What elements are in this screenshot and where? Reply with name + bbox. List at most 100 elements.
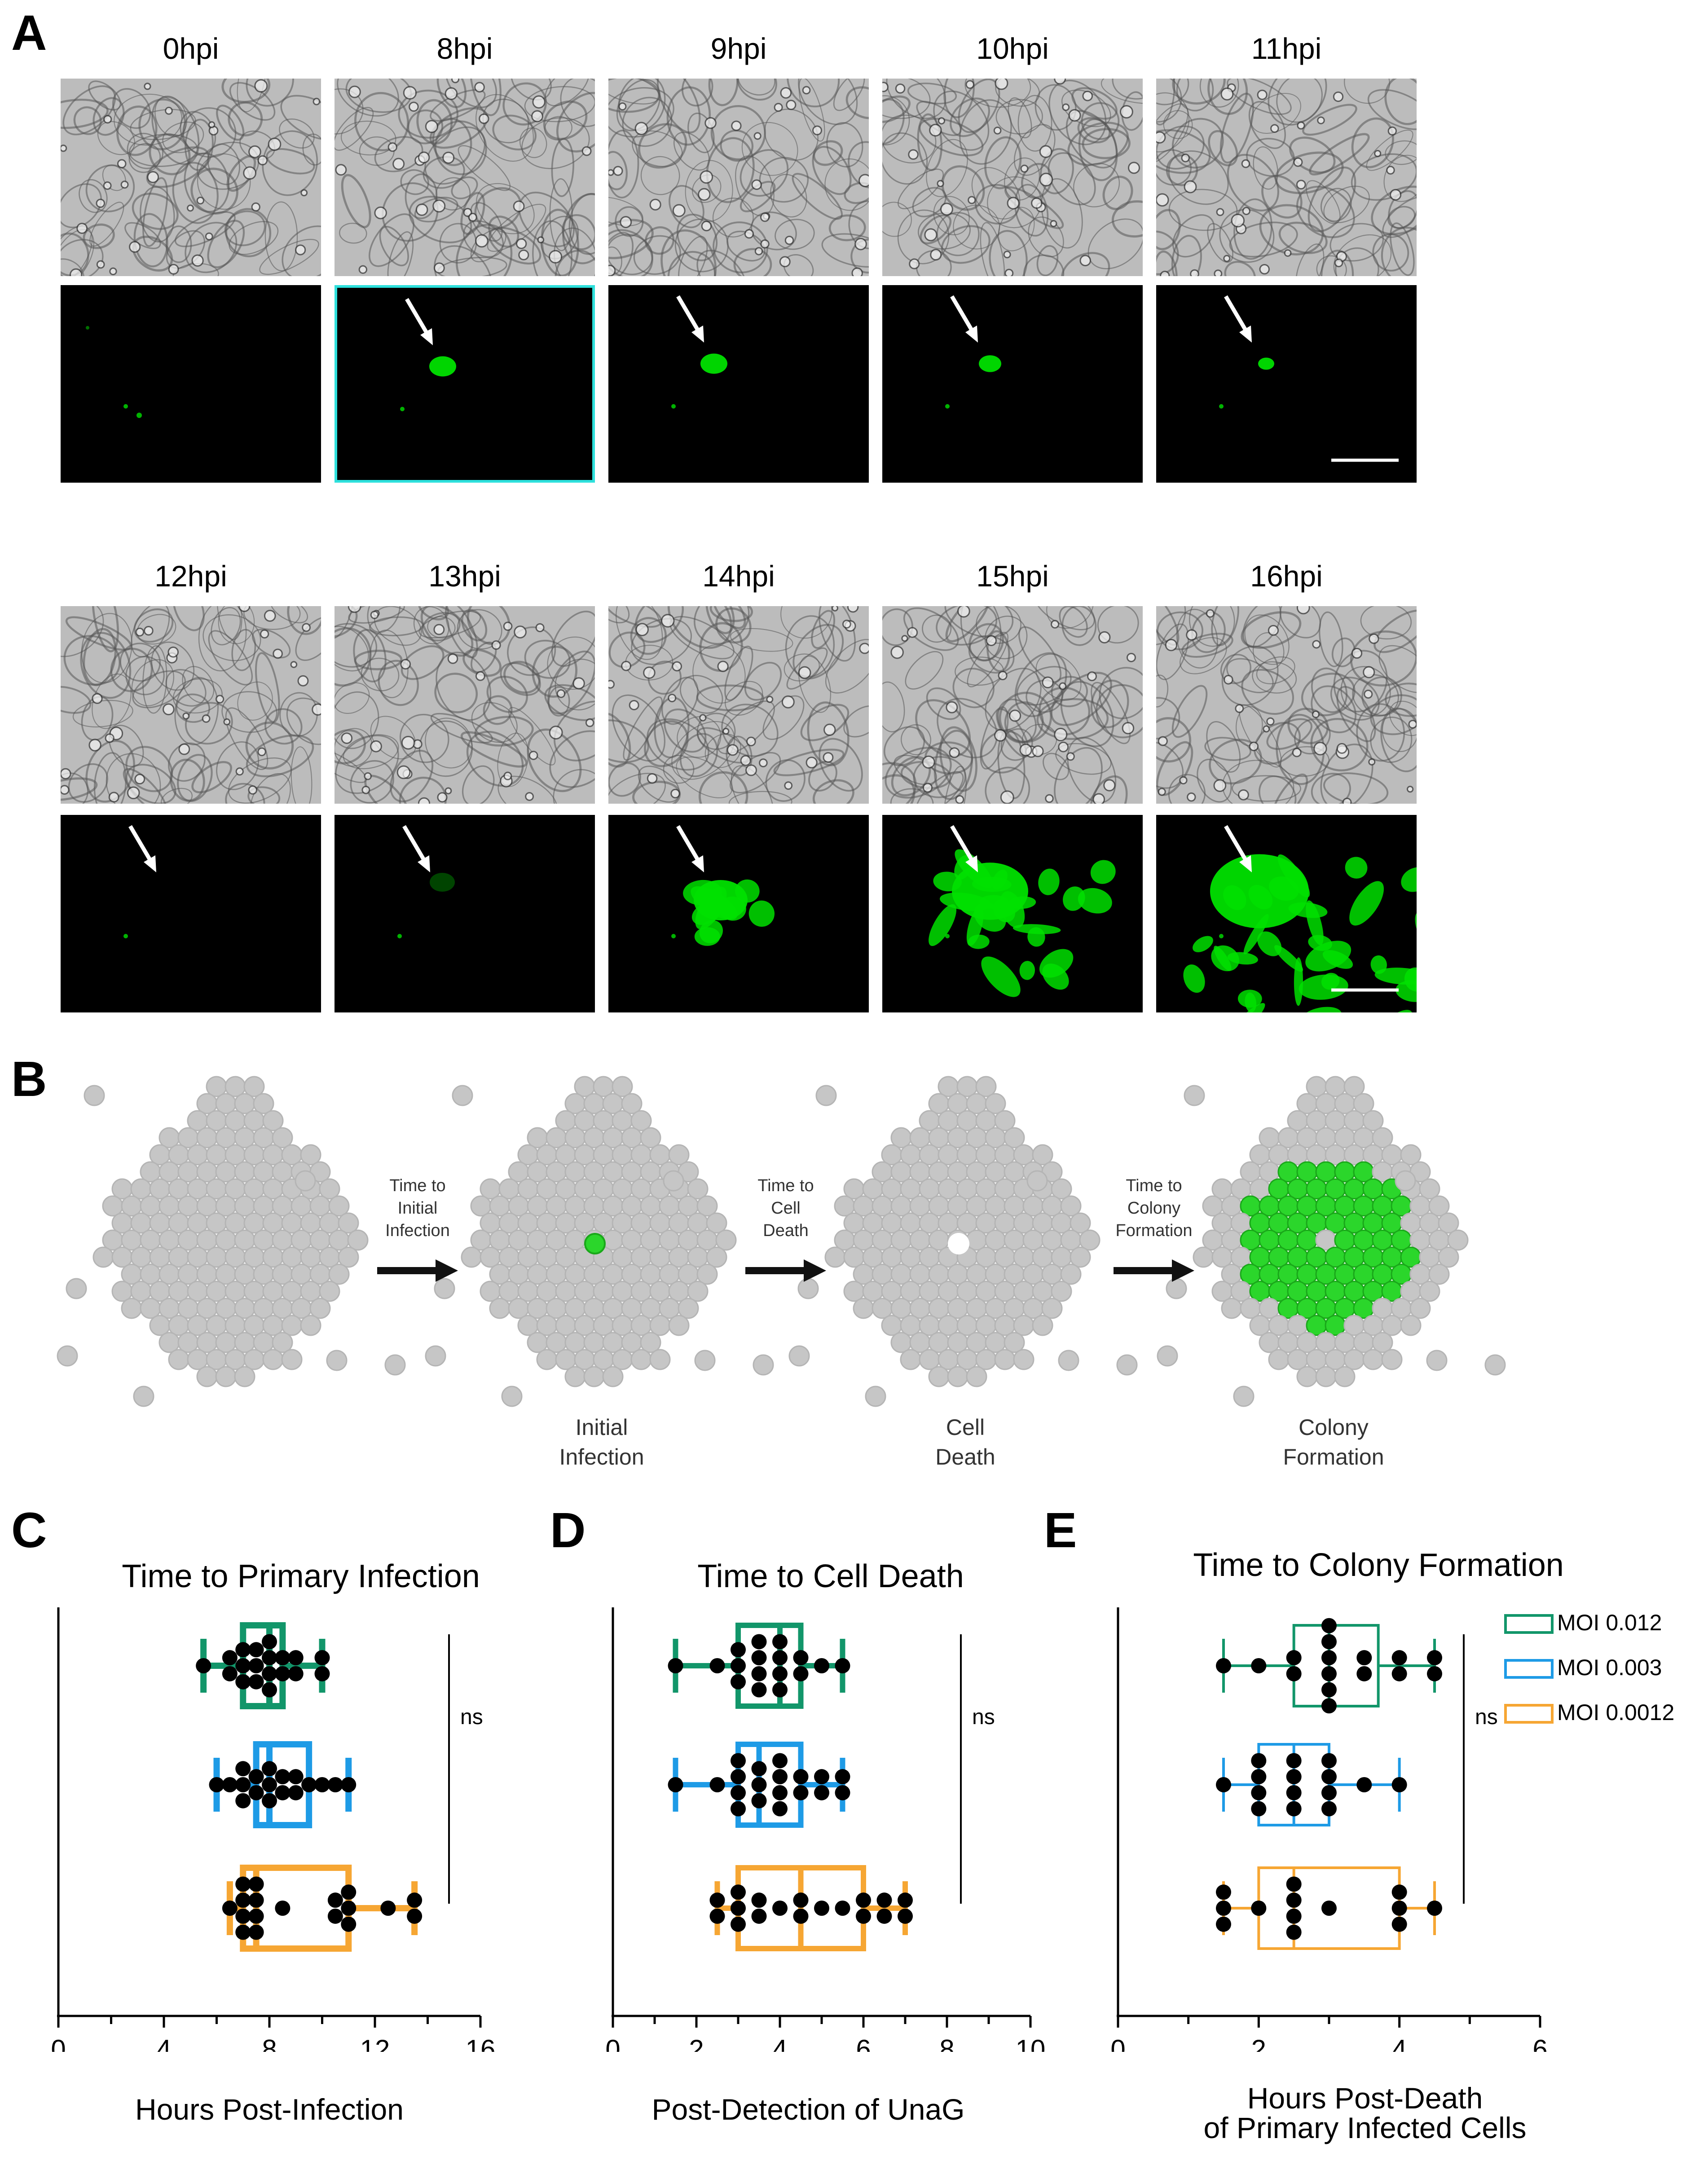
- data-point: [793, 1769, 809, 1785]
- data-point: [275, 1666, 291, 1681]
- data-point: [262, 1761, 277, 1777]
- data-point: [262, 1682, 277, 1698]
- x-tick-label: 8: [939, 2034, 954, 2052]
- data-point: [1391, 1650, 1407, 1666]
- data-point: [1216, 1884, 1231, 1900]
- x-tick-label: 4: [156, 2034, 171, 2052]
- data-point: [1251, 1801, 1267, 1817]
- data-point: [814, 1785, 829, 1800]
- data-point: [1427, 1666, 1442, 1681]
- data-point: [1286, 1908, 1302, 1924]
- data-point: [235, 1876, 251, 1892]
- stage-label-line: Formation: [1283, 1444, 1384, 1470]
- data-point: [275, 1785, 291, 1800]
- data-point: [1321, 1666, 1337, 1681]
- data-point: [235, 1658, 251, 1673]
- data-point: [1321, 1698, 1337, 1714]
- legend-label: MOI 0.012: [1557, 1610, 1662, 1635]
- brightfield-image: [61, 79, 321, 276]
- legend-swatch: [1504, 1659, 1554, 1679]
- brightfield-image: [1156, 606, 1417, 804]
- panel-letter-a: A: [11, 5, 47, 61]
- data-point: [1251, 1658, 1267, 1673]
- timepoint-label: 10hpi: [976, 32, 1049, 65]
- data-point: [772, 1901, 788, 1916]
- cell-cluster: [57, 1076, 406, 1407]
- chart-cell-death: 0 2 4 6 8 10 ns: [605, 1607, 1046, 2052]
- data-point: [235, 1892, 251, 1908]
- box-series: [1216, 1743, 1407, 1826]
- cell-cluster: [788, 1076, 1138, 1407]
- data-point: [1321, 1618, 1337, 1633]
- data-point: [327, 1777, 343, 1792]
- data-point: [1216, 1777, 1231, 1792]
- data-point: [248, 1908, 264, 1924]
- data-point: [262, 1777, 277, 1792]
- stage-label-line: Death: [935, 1444, 995, 1470]
- data-point: [1356, 1777, 1372, 1792]
- data-point: [1286, 1876, 1302, 1892]
- brightfield-image: [882, 79, 1143, 276]
- data-point: [1427, 1650, 1442, 1666]
- data-point: [327, 1892, 343, 1908]
- data-point: [288, 1666, 304, 1681]
- data-point: [1286, 1753, 1302, 1769]
- data-point: [731, 1674, 746, 1690]
- data-point: [731, 1658, 746, 1673]
- data-point: [1286, 1892, 1302, 1908]
- data-point: [668, 1658, 683, 1673]
- stage-arrowhead: [436, 1259, 458, 1282]
- data-point: [1251, 1901, 1267, 1916]
- box-series: [209, 1741, 357, 1828]
- data-point: [1216, 1901, 1231, 1916]
- data-point: [235, 1777, 251, 1792]
- fluorescence-image: [61, 285, 321, 483]
- arrow-label-line: Initial: [397, 1199, 438, 1218]
- data-point: [248, 1924, 264, 1940]
- data-point: [731, 1785, 746, 1800]
- data-point: [314, 1777, 330, 1792]
- data-point: [793, 1650, 809, 1666]
- cell-cluster: [1157, 1076, 1506, 1407]
- data-point: [751, 1650, 767, 1666]
- data-point: [288, 1785, 304, 1800]
- data-point: [876, 1892, 892, 1908]
- timepoint-label: 16hpi: [1250, 559, 1323, 593]
- data-point: [1251, 1753, 1267, 1769]
- data-point: [301, 1777, 317, 1792]
- data-point: [1391, 1901, 1407, 1916]
- x-tick-label: 2: [1251, 2034, 1266, 2052]
- data-point: [898, 1892, 913, 1908]
- data-point: [341, 1777, 357, 1792]
- panel-letter-d: D: [550, 1503, 586, 1558]
- stage-arrowhead: [1172, 1259, 1194, 1282]
- data-point: [248, 1674, 264, 1690]
- x-tick-label: 10: [1016, 2034, 1046, 2052]
- data-point: [262, 1650, 277, 1666]
- x-tick-label: 2: [689, 2034, 704, 2052]
- brightfield-image: [882, 606, 1143, 804]
- data-point: [314, 1666, 330, 1681]
- data-point: [772, 1753, 788, 1769]
- panel-letter-e: E: [1044, 1503, 1077, 1558]
- x-tick-label: 4: [1392, 2034, 1407, 2052]
- data-point: [856, 1908, 871, 1924]
- panel-letter-c: C: [11, 1503, 47, 1558]
- cell-cluster: [425, 1076, 774, 1407]
- fluorescence-image: [608, 285, 869, 483]
- data-point: [262, 1666, 277, 1681]
- data-point: [248, 1892, 264, 1908]
- data-point: [1391, 1884, 1407, 1900]
- x-axis-label-d: Post-Detection of UnaG: [652, 2093, 965, 2126]
- timepoint-label: 15hpi: [976, 559, 1049, 593]
- data-point: [709, 1892, 725, 1908]
- data-point: [751, 1682, 767, 1698]
- data-point: [1356, 1650, 1372, 1666]
- arrow-label-line: Formation: [1115, 1221, 1193, 1240]
- data-point: [1286, 1924, 1302, 1940]
- data-point: [835, 1769, 850, 1785]
- data-point: [668, 1777, 683, 1792]
- infection-schematic: [57, 1076, 1506, 1407]
- chart-title-e: Time to Colony Formation: [1193, 1547, 1564, 1583]
- x-tick-label: 0: [1110, 2034, 1125, 2052]
